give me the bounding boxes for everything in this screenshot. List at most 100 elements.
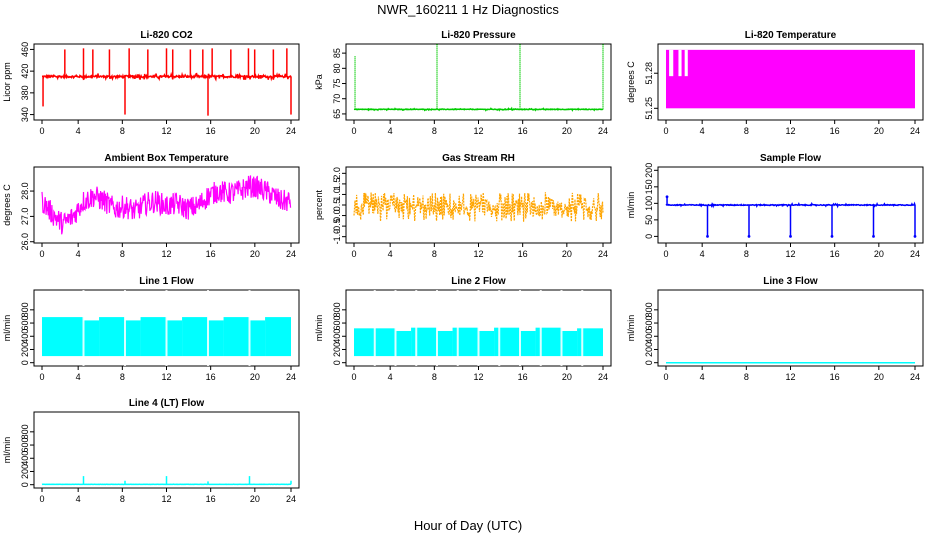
- x-tick-label: 0: [351, 126, 356, 136]
- y-tick-label: 200: [20, 464, 30, 479]
- y-tick-label: -0.5: [332, 218, 342, 234]
- panel-1: Li-820 Pressure 0 4 8 12 16 20 24 65 70 75 80 85 kPa: [314, 30, 612, 136]
- y-tick-label: 0: [644, 234, 654, 239]
- panel-title: Line 3 Flow: [763, 276, 818, 287]
- data-point: [747, 234, 751, 238]
- x-tick-label: 8: [120, 126, 125, 136]
- flow-band: [395, 330, 412, 357]
- panel-title: Li-820 Pressure: [441, 30, 516, 41]
- x-tick-label: 20: [874, 249, 884, 259]
- y-tick-label: 85: [332, 48, 342, 58]
- y-tick-label: -1.0: [332, 229, 342, 245]
- panel-4: Gas Stream RH0 4 8 12 16 20 24-1.0-0.50.00.51.…: [314, 153, 612, 259]
- x-tick-label: 8: [744, 249, 749, 259]
- y-tick-label: 600: [20, 438, 30, 453]
- x-tick-label: 12: [161, 126, 171, 136]
- panel-0: Li-820 CO2 0 4 8 12 16 20 24 340 380 420 460 Licor p…: [2, 30, 300, 136]
- flow-band: [166, 320, 183, 357]
- x-tick-label: 0: [39, 372, 44, 382]
- x-tick-label: 8: [744, 372, 749, 382]
- flow-band: [411, 327, 437, 357]
- x-tick-label: 0: [351, 372, 356, 382]
- x-tick-label: 16: [518, 372, 528, 382]
- panel-3: Ambient Box Temperature 0 4 8 12 16 20 24 26.0 27…: [2, 153, 300, 259]
- y-axis-label: ml/min: [2, 437, 12, 464]
- x-tick-label: 16: [830, 126, 840, 136]
- x-tick-label: 4: [76, 126, 81, 136]
- x-tick-label: 16: [206, 249, 216, 259]
- y-tick-label: 600: [20, 316, 30, 331]
- y-tick-label: 800: [20, 302, 30, 317]
- x-tick-label: 16: [206, 126, 216, 136]
- flow-band: [125, 320, 141, 357]
- flow-gap: [560, 290, 563, 366]
- x-tick-label: 24: [286, 249, 296, 259]
- flow-gap: [394, 290, 397, 366]
- y-tick-label: 200: [20, 342, 30, 357]
- data-point: [789, 234, 792, 238]
- flow-band: [83, 320, 100, 357]
- panel-9: Line 4 (LT) Flow 0 4 8 12 16 20 24 0 200400600800…: [2, 398, 300, 504]
- y-tick-label: 800: [644, 302, 654, 317]
- x-tick-label: 24: [598, 249, 608, 259]
- x-tick-label: 16: [206, 372, 216, 382]
- x-tick-label: 0: [39, 249, 44, 259]
- y-tick-label: 380: [20, 85, 30, 100]
- x-tick-label: 4: [388, 249, 393, 259]
- flow-band: [140, 317, 167, 357]
- y-tick-label: 75: [332, 79, 342, 89]
- x-tick-label: 4: [388, 126, 393, 136]
- y-tick-label: 200: [644, 342, 654, 357]
- flow-gap: [456, 290, 459, 366]
- panel-title: Line 1 Flow: [139, 276, 194, 287]
- data-point: [913, 234, 917, 238]
- x-tick-label: 12: [473, 372, 483, 382]
- flow-gap: [415, 290, 418, 366]
- x-tick-label: 20: [250, 372, 260, 382]
- x-tick-label: 8: [432, 126, 437, 136]
- flow-gap: [207, 290, 209, 366]
- flow-band: [249, 320, 266, 357]
- x-tick-label: 0: [351, 249, 356, 259]
- y-tick-label: 65: [332, 109, 342, 119]
- temperature-gap: [684, 49, 688, 77]
- y-axis-label: kPa: [314, 74, 324, 90]
- flow-gap: [248, 290, 251, 366]
- x-tick-label: 24: [910, 372, 920, 382]
- flow-band: [182, 317, 208, 357]
- panel-title: Ambient Box Temperature: [104, 153, 229, 164]
- flow-band: [437, 330, 453, 357]
- x-tick-label: 0: [663, 372, 668, 382]
- x-tick-label: 4: [76, 249, 81, 259]
- data-series: [353, 192, 604, 222]
- y-axis-label: ml/min: [626, 192, 636, 219]
- x-tick-label: 24: [598, 372, 608, 382]
- flow-gap: [539, 290, 542, 366]
- x-tick-label: 20: [562, 249, 572, 259]
- y-tick-label: 800: [332, 302, 342, 317]
- data-series: [41, 175, 292, 235]
- data-point: [830, 234, 834, 238]
- y-tick-label: 600: [644, 316, 654, 331]
- y-tick-label: 0: [20, 360, 30, 365]
- y-tick-label: 1.5: [332, 178, 342, 191]
- x-tick-label: 24: [910, 126, 920, 136]
- y-tick-label: 27.0: [20, 208, 30, 226]
- x-tick-label: 24: [286, 372, 296, 382]
- x-tick-label: 8: [432, 372, 437, 382]
- y-tick-label: 400: [644, 329, 654, 344]
- x-tick-label: 4: [76, 372, 81, 382]
- y-tick-label: 600: [332, 316, 342, 331]
- y-axis-label: degrees C: [626, 61, 636, 103]
- x-tick-label: 8: [432, 249, 437, 259]
- panel-title: Gas Stream RH: [442, 153, 515, 164]
- x-tick-label: 12: [473, 249, 483, 259]
- x-tick-label: 16: [518, 126, 528, 136]
- x-tick-label: 8: [120, 494, 125, 504]
- y-axis-label: degrees C: [2, 184, 12, 226]
- panel-title: Li-820 Temperature: [745, 30, 837, 41]
